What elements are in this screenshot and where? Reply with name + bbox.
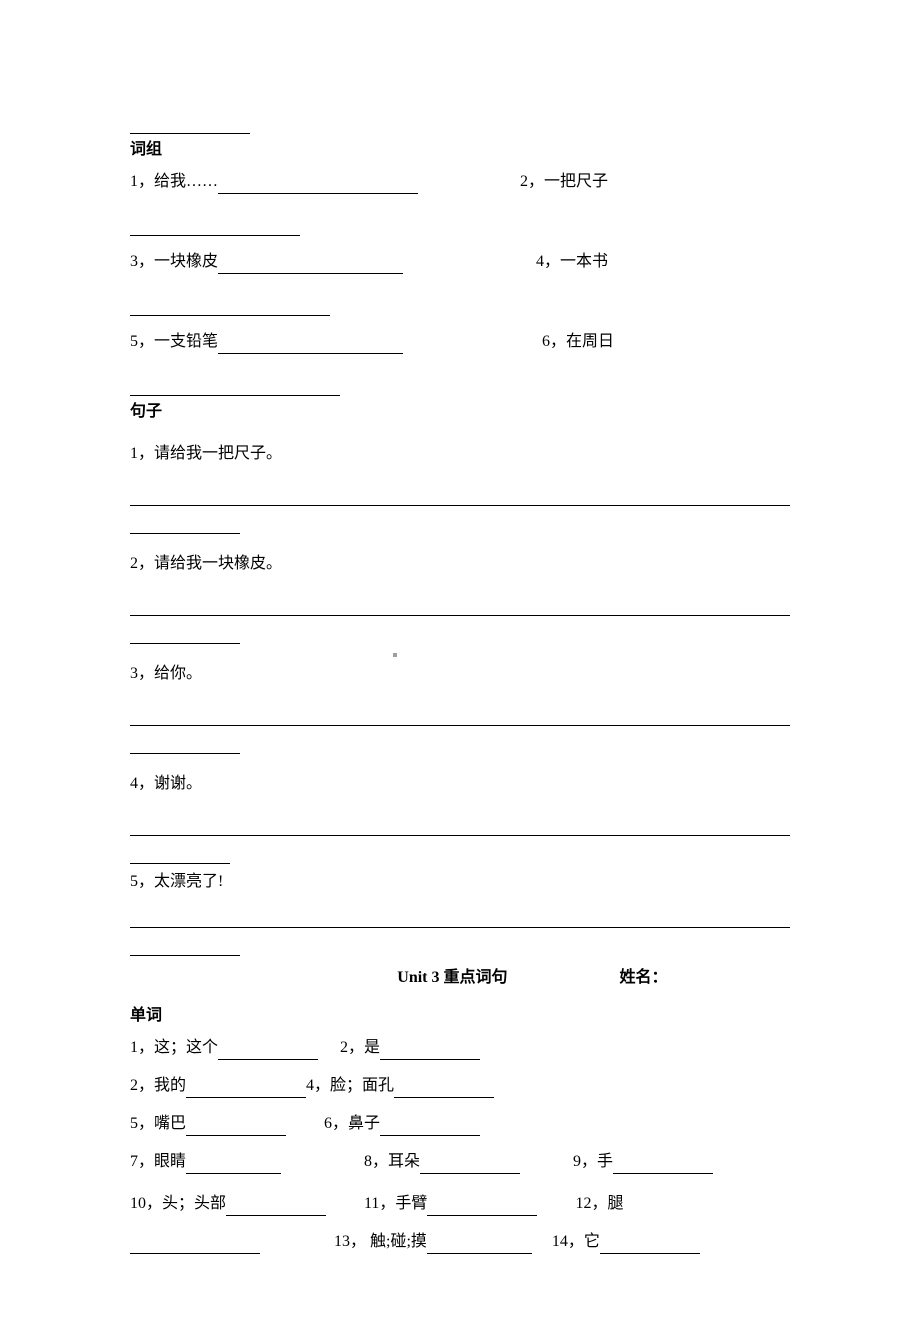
danci-11: 11，手臂 (364, 1195, 427, 1212)
danci-row-4: 7，眼睛 8，耳朵 9，手 (130, 1150, 790, 1174)
section-heading-juzi: 句子 (130, 400, 790, 424)
danci-row-6: 13， 触;碰;摸 14，它 (130, 1230, 790, 1254)
blank[interactable] (130, 377, 340, 396)
top-blank-line (130, 110, 790, 134)
page-center-dot-icon (393, 653, 397, 657)
blank[interactable] (130, 707, 790, 726)
sentence-2-prompt: 2，请给我一块橡皮。 (130, 552, 790, 576)
danci-2: 2，是 (340, 1039, 380, 1056)
blank[interactable] (130, 937, 240, 956)
section-heading-danci: 单词 (130, 1004, 790, 1028)
blank[interactable] (186, 1117, 286, 1136)
cizu-row-2: 3，一块橡皮 4，一本书 (130, 250, 790, 316)
danci-row-1: 1，这；这个 2，是 (130, 1036, 790, 1060)
danci-9: 9，手 (573, 1153, 613, 1170)
sentence-3-prompt: 3，给你。 (130, 662, 790, 686)
blank[interactable] (130, 1235, 260, 1254)
blank[interactable] (218, 255, 403, 274)
cizu-item-3: 3，一块橡皮 (130, 253, 218, 270)
sentence-3: 3，给你。 (130, 662, 790, 754)
blank[interactable] (130, 217, 300, 236)
sentence-1-prompt: 1，请给我一把尺子。 (130, 442, 790, 466)
section-heading-cizu: 词组 (130, 138, 790, 162)
blank[interactable] (613, 1155, 713, 1174)
blank[interactable] (130, 735, 240, 754)
danci-14: 14，它 (552, 1233, 600, 1250)
sentence-5: 5，太漂亮了! (130, 870, 790, 956)
cizu-row-3: 5，一支铅笔 6，在周日 (130, 330, 790, 396)
blank[interactable] (130, 487, 790, 506)
sentence-1: 1，请给我一把尺子。 (130, 442, 790, 534)
danci-row-2: 2，我的 4，脸；面孔 (130, 1074, 790, 1098)
danci-13: 13， 触;碰;摸 (334, 1233, 427, 1250)
blank[interactable] (420, 1155, 520, 1174)
danci-10: 10，头；头部 (130, 1195, 226, 1212)
sentence-4: 4，谢谢。 (130, 772, 790, 864)
unit3-name-label: 姓名： (619, 969, 667, 986)
blank[interactable] (380, 1041, 480, 1060)
blank[interactable] (130, 817, 790, 836)
blank[interactable] (130, 597, 790, 616)
blank[interactable] (380, 1117, 480, 1136)
cizu-item-5: 5，一支铅笔 (130, 333, 218, 350)
blank[interactable] (186, 1155, 281, 1174)
danci-row-3: 5，嘴巴 6，鼻子 (130, 1112, 790, 1136)
blank[interactable] (427, 1197, 537, 1216)
cizu-row-1: 1，给我…… 2，一把尺子 (130, 170, 790, 236)
sentence-5-prompt: 5，太漂亮了! (130, 870, 790, 894)
danci-12: 12，腿 (575, 1195, 623, 1212)
cizu-item-1: 1，给我…… (130, 173, 218, 190)
cizu-item-6: 6，在周日 (542, 333, 614, 350)
worksheet-page: 词组 1，给我…… 2，一把尺子 3，一块橡皮 4，一本书 5，一支铅笔 6，在… (0, 0, 920, 1328)
blank[interactable] (130, 515, 240, 534)
unit3-title: Unit 3 重点词句 (397, 969, 507, 986)
danci-4: 4，脸；面孔 (306, 1077, 394, 1094)
blank[interactable] (600, 1235, 700, 1254)
cizu-item-4: 4，一本书 (536, 253, 608, 270)
danci-2b: 2，我的 (130, 1077, 186, 1094)
blank[interactable] (218, 1041, 318, 1060)
danci-row-5: 10，头；头部 11，手臂 12，腿 (130, 1192, 790, 1216)
blank[interactable] (427, 1235, 532, 1254)
unit3-title-row: Unit 3 重点词句 姓名： (130, 966, 790, 990)
blank[interactable] (130, 625, 240, 644)
blank[interactable] (218, 175, 418, 194)
danci-8: 8，耳朵 (364, 1153, 420, 1170)
sentence-2: 2，请给我一块橡皮。 (130, 552, 790, 644)
danci-5: 5，嘴巴 (130, 1115, 186, 1132)
blank[interactable] (130, 297, 330, 316)
danci-6: 6，鼻子 (324, 1115, 380, 1132)
blank[interactable] (130, 845, 230, 864)
blank[interactable] (130, 909, 790, 928)
danci-1: 1，这；这个 (130, 1039, 218, 1056)
blank[interactable] (394, 1079, 494, 1098)
blank[interactable] (226, 1197, 326, 1216)
blank[interactable] (218, 335, 403, 354)
danci-7: 7，眼睛 (130, 1153, 186, 1170)
sentence-4-prompt: 4，谢谢。 (130, 772, 790, 796)
cizu-item-2: 2，一把尺子 (520, 173, 608, 190)
blank[interactable] (186, 1079, 306, 1098)
